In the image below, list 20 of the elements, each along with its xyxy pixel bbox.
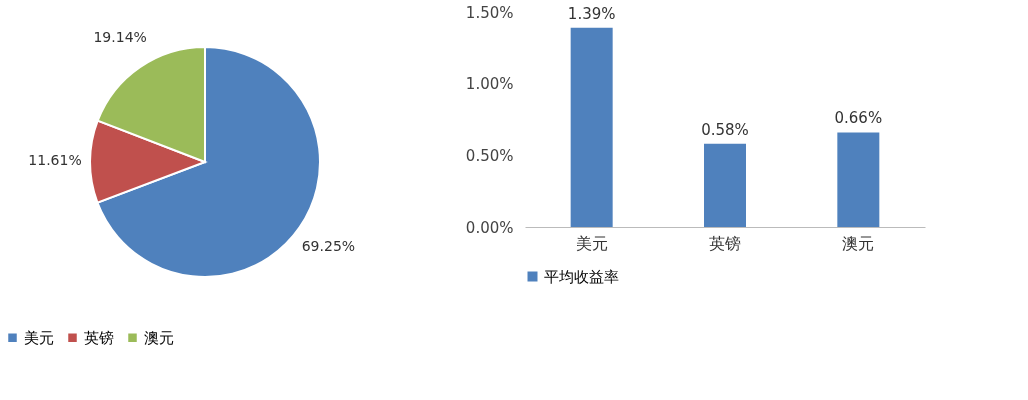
data-label: 1.39% — [567, 4, 616, 23]
x-tick-label: 澳元 — [842, 233, 875, 253]
data-label: 0.66% — [834, 109, 883, 128]
bar — [837, 132, 880, 227]
legend-label: 美元 — [24, 328, 54, 347]
y-tick-label: 0.50% — [465, 146, 514, 165]
data-label: 69.25% — [301, 238, 356, 255]
y-tick-label: 0.00% — [465, 218, 514, 237]
bar — [570, 27, 613, 227]
y-tick-label: 1.00% — [465, 75, 514, 94]
data-label: 19.14% — [93, 29, 147, 46]
legend-label: 澳元 — [144, 328, 174, 347]
y-tick-label: 1.50% — [465, 3, 514, 22]
data-label: 0.58% — [701, 120, 749, 139]
legend-label: 平均收益率 — [544, 267, 619, 286]
bar — [704, 143, 746, 227]
x-tick-label: 英镑 — [709, 233, 741, 253]
x-tick-label: 美元 — [575, 233, 608, 253]
legend-label: 英镑 — [84, 328, 114, 347]
data-label: 11.61% — [28, 152, 82, 169]
